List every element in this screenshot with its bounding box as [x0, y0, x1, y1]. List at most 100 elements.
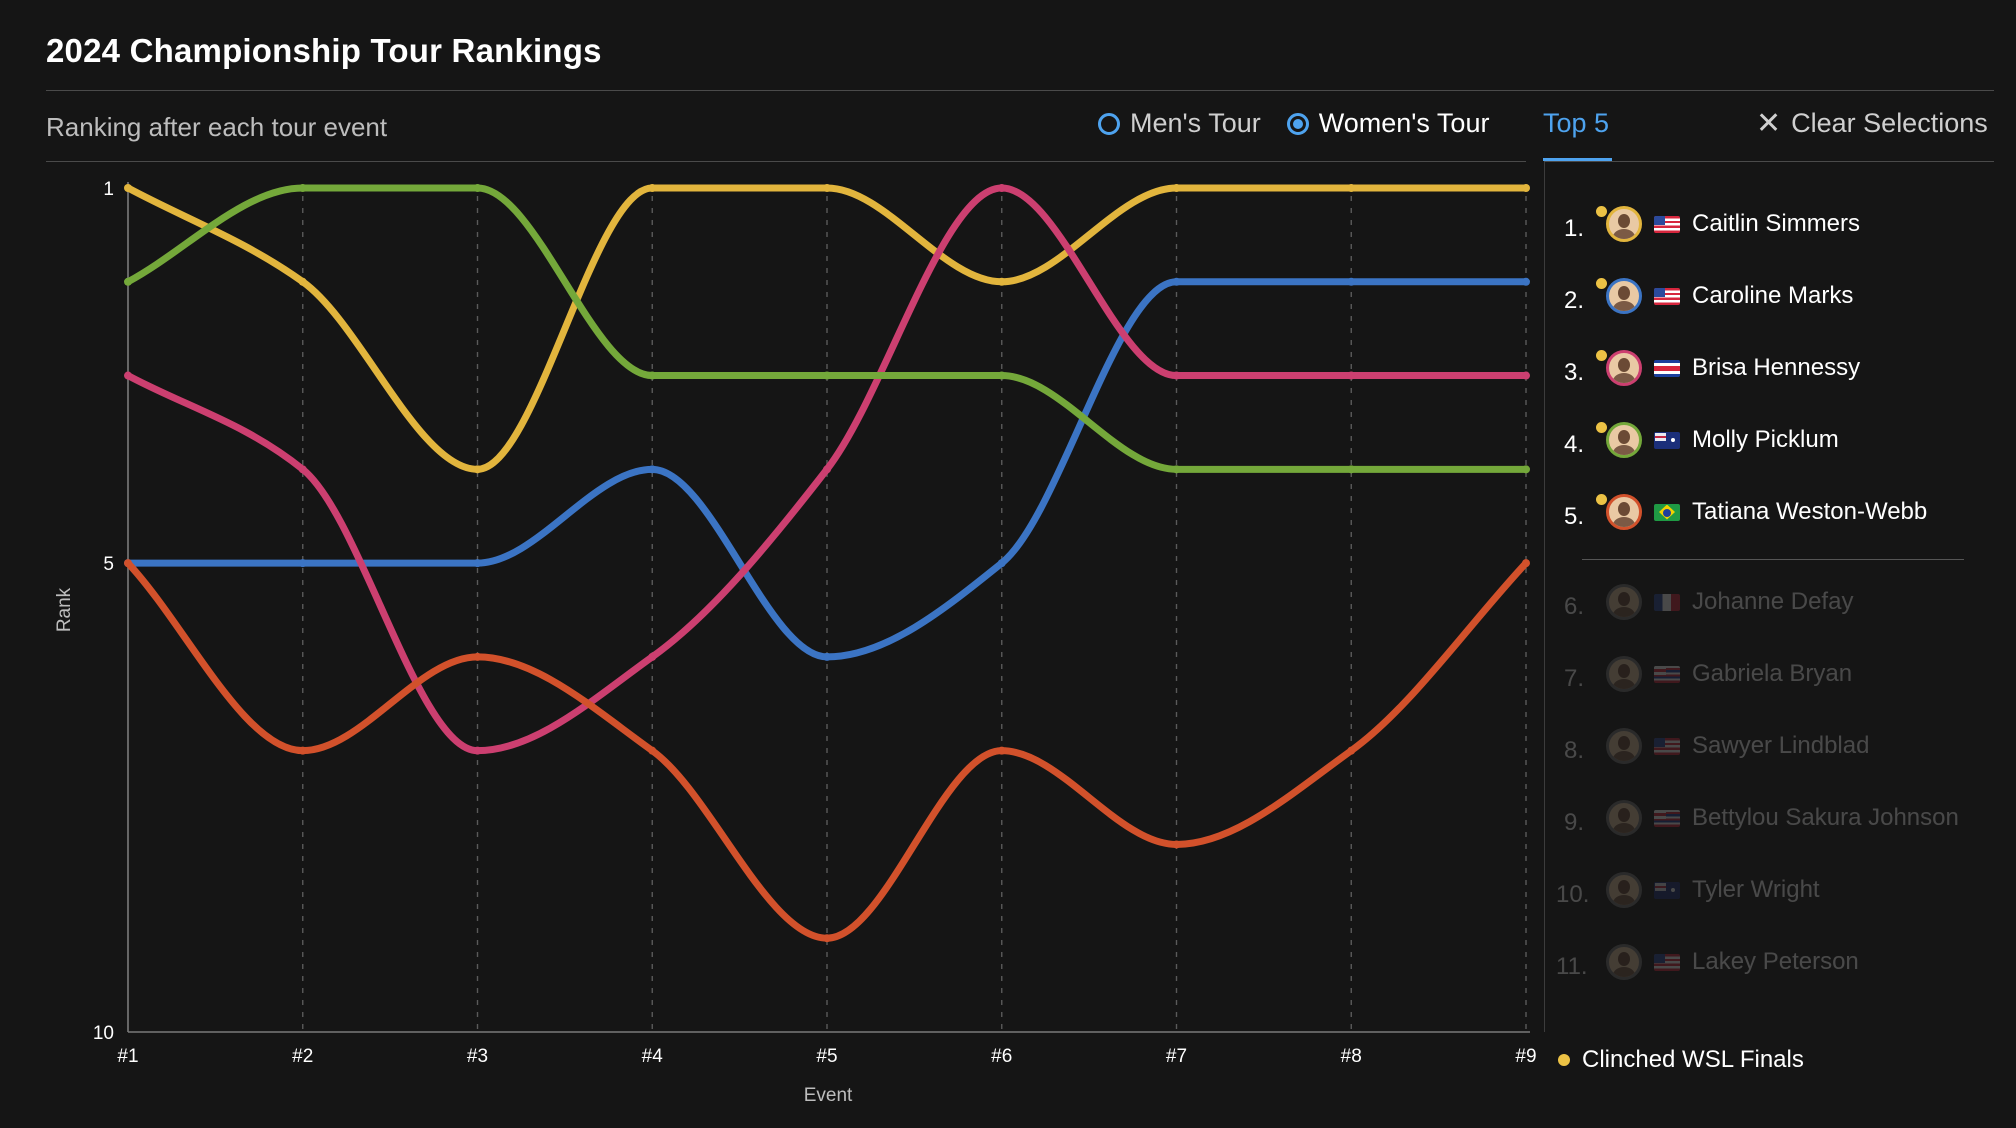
- legend-name: Lakey Peterson: [1692, 948, 1859, 975]
- data-point[interactable]: [124, 184, 132, 192]
- legend-rank: 9.: [1563, 809, 1584, 836]
- data-point[interactable]: [823, 652, 831, 661]
- mens-tour-radio[interactable]: Men's Tour: [1098, 108, 1261, 139]
- legend-rank: 6.: [1563, 593, 1584, 620]
- data-point[interactable]: [124, 371, 132, 380]
- data-point[interactable]: [997, 746, 1006, 755]
- chart-subtitle: Ranking after each tour event: [46, 112, 388, 142]
- data-point[interactable]: [1172, 184, 1181, 192]
- x-tick-label: #7: [1166, 1046, 1187, 1067]
- legend-item[interactable]: 8. Sawyer Lindblad: [1556, 722, 1869, 770]
- us-flag-icon: [1654, 287, 1680, 305]
- series-2[interactable]: [124, 184, 1530, 755]
- data-point[interactable]: [1347, 746, 1356, 755]
- data-point[interactable]: [298, 465, 307, 474]
- legend-name: Sawyer Lindblad: [1692, 732, 1870, 759]
- data-point[interactable]: [1347, 277, 1356, 286]
- data-point[interactable]: [1347, 465, 1356, 474]
- data-point[interactable]: [1347, 184, 1356, 192]
- data-point[interactable]: [1172, 371, 1181, 380]
- avatar: [1606, 656, 1642, 692]
- data-point[interactable]: [648, 746, 657, 755]
- data-point[interactable]: [823, 184, 831, 192]
- clear-selections-button[interactable]: ✕ Clear Selections: [1756, 108, 1988, 139]
- legend-item[interactable]: 1. Caitlin Simmers: [1556, 200, 1860, 248]
- data-point[interactable]: [298, 559, 307, 568]
- legend-rank: 8.: [1563, 737, 1584, 764]
- legend-rank: 11.: [1556, 953, 1588, 980]
- data-point[interactable]: [648, 371, 657, 380]
- data-point[interactable]: [473, 465, 482, 474]
- data-point[interactable]: [473, 559, 482, 568]
- data-point[interactable]: [1522, 371, 1530, 380]
- avatar: [1606, 278, 1642, 314]
- avatar: [1606, 422, 1642, 458]
- data-point[interactable]: [1522, 277, 1530, 286]
- legend-item[interactable]: 5. Tatiana Weston-Webb: [1556, 488, 1927, 536]
- legend-item[interactable]: 7. Gabriela Bryan: [1556, 650, 1852, 698]
- legend-name: Caroline Marks: [1692, 282, 1854, 309]
- data-point[interactable]: [124, 559, 132, 568]
- cr-flag-icon: [1654, 359, 1680, 377]
- legend-item[interactable]: 3. Brisa Hennessy: [1556, 344, 1860, 392]
- legend-item[interactable]: 2. Caroline Marks: [1556, 272, 1853, 320]
- legend-separator: [1544, 162, 1545, 1032]
- data-point[interactable]: [648, 184, 657, 192]
- data-point[interactable]: [1347, 371, 1356, 380]
- data-point[interactable]: [648, 465, 657, 474]
- legend-name: Caitlin Simmers: [1692, 210, 1861, 237]
- womens-tour-radio[interactable]: Women's Tour: [1286, 108, 1490, 139]
- data-point[interactable]: [648, 652, 657, 661]
- legend-rank: 10.: [1556, 881, 1590, 908]
- legend-item[interactable]: 10. Tyler Wright: [1556, 866, 1820, 914]
- data-point[interactable]: [997, 371, 1006, 380]
- data-point[interactable]: [124, 277, 132, 286]
- data-point[interactable]: [1172, 277, 1181, 286]
- fr-flag-icon: [1654, 593, 1680, 611]
- legend-rank: 7.: [1563, 665, 1584, 692]
- series-0[interactable]: [124, 184, 1530, 474]
- data-point[interactable]: [997, 559, 1006, 568]
- data-point[interactable]: [473, 184, 482, 192]
- close-icon: ✕: [1756, 106, 1782, 140]
- legend-name: Bettylou Sakura Johnson: [1692, 804, 1959, 831]
- data-point[interactable]: [473, 746, 482, 755]
- legend-item[interactable]: 4. Molly Picklum: [1556, 416, 1839, 464]
- data-point[interactable]: [473, 652, 482, 661]
- avatar: [1606, 872, 1642, 908]
- x-tick-label: #5: [816, 1046, 837, 1067]
- data-point[interactable]: [1522, 184, 1530, 192]
- rank-chart: 1 5 10#1 #2 #3 #4 #5 #6 #7 #8 #9 Rank Event: [54, 179, 1537, 1106]
- legend-item[interactable]: 6. Johanne Defay: [1556, 578, 1853, 626]
- data-point[interactable]: [823, 934, 831, 943]
- data-point[interactable]: [997, 184, 1006, 192]
- series-3[interactable]: [124, 184, 1530, 474]
- legend-item[interactable]: 9. Bettylou Sakura Johnson: [1556, 794, 1959, 842]
- x-tick-label: #3: [467, 1046, 488, 1067]
- au-flag-icon: [1654, 881, 1680, 899]
- series-line[interactable]: [124, 184, 1530, 473]
- tab-top5[interactable]: Top 5: [1543, 108, 1610, 138]
- header-divider-right: [1544, 161, 1994, 162]
- data-point[interactable]: [997, 277, 1006, 286]
- legend-name: Tyler Wright: [1692, 876, 1820, 903]
- data-point[interactable]: [1522, 559, 1530, 568]
- data-point[interactable]: [298, 746, 307, 755]
- data-point[interactable]: [1522, 465, 1530, 474]
- data-point[interactable]: [823, 371, 831, 380]
- data-point[interactable]: [298, 184, 307, 192]
- us-flag-icon: [1654, 215, 1680, 233]
- series-4[interactable]: [124, 559, 1530, 943]
- avatar: [1606, 494, 1642, 530]
- legend-item[interactable]: 11. Lakey Peterson: [1556, 938, 1859, 986]
- y-tick-label: 5: [103, 554, 114, 575]
- data-point[interactable]: [1172, 840, 1181, 849]
- hi-flag-icon: [1654, 809, 1680, 827]
- data-point[interactable]: [1172, 465, 1181, 474]
- womens-tour-label: Women's Tour: [1318, 108, 1490, 138]
- data-point[interactable]: [298, 277, 307, 286]
- data-point[interactable]: [823, 465, 831, 474]
- series-line[interactable]: [124, 184, 1530, 473]
- clinched-dot-icon: [1596, 422, 1607, 433]
- x-tick-label: #6: [991, 1046, 1012, 1067]
